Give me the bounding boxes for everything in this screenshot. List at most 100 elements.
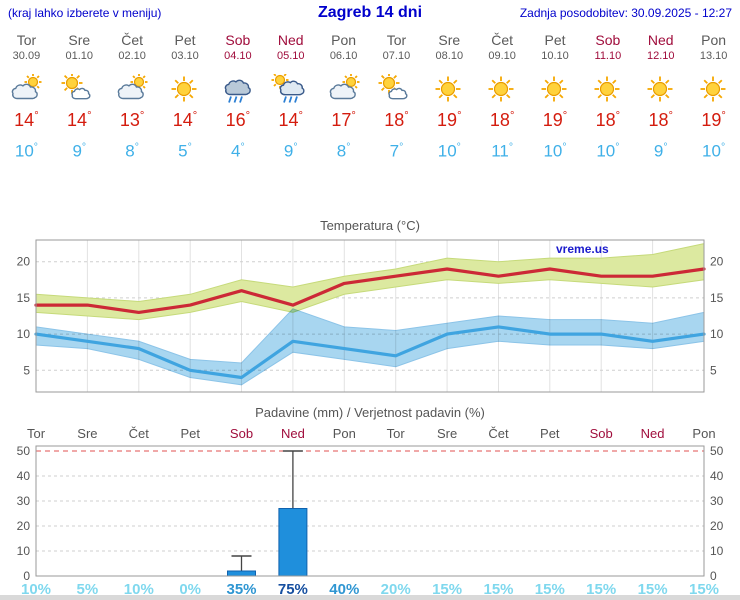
precip-gridlines [36,450,704,552]
y-tick-label: 20 [17,255,31,269]
weather-sunny-icon [476,74,529,106]
day-name: Pon [331,32,357,48]
weather-sunny-icon [687,74,740,106]
weather-sunny-icon [634,74,687,106]
day-column[interactable]: Čet 09.10 18° 11° [476,32,529,162]
day-name: Tor [16,32,37,48]
day-column[interactable]: Čet 02.10 13° 8° [106,32,159,162]
precip-day-label: Pet [540,426,560,441]
day-date: 12.10 [646,50,675,62]
day-column[interactable]: Sre 08.10 19° 10° [423,32,476,162]
probability-label: 20% [381,581,411,598]
precip-day-label: Čet [488,426,509,441]
precip-day-label: Pet [180,426,200,441]
day-column[interactable]: Ned 12.10 18° 9° [634,32,687,162]
day-date: 30.09 [12,50,41,62]
precip-plot-frame [35,445,705,577]
y-tick-label: 10 [710,544,724,558]
y-tick-label: 0 [710,569,717,583]
temp-bands [35,242,705,386]
day-max-temp: 18° [489,110,515,130]
day-max-temp: 18° [384,110,409,130]
probability-label: 40% [329,581,359,598]
day-max-temp: 19° [437,110,462,130]
temperature-chart: 5 5 10 10 15 15 20 20 vreme.us [17,239,724,393]
day-name: Tor [386,32,407,48]
precip-bar [278,508,308,577]
day-column[interactable]: Pon 06.10 17° 8° [317,32,370,162]
y-tick-label: 20 [710,255,724,269]
day-name: Sob [595,32,621,48]
day-max-temp: 14° [172,110,198,130]
probability-label: 15% [638,581,668,598]
probability-label: 15% [483,581,513,598]
probability-label: 15% [586,581,616,598]
day-max-temp: 19° [701,110,726,130]
y-tick-label: 40 [17,469,31,483]
day-column[interactable]: Sre 01.10 14° 9° [53,32,106,162]
day-date: 10.10 [541,50,569,62]
precip-day-label: Sre [437,426,457,441]
precip-probability-row: 10% 5% 10% 0% 35% 75% 40% 20% 15% 15% 15% 15% 15% 15% [21,581,719,598]
day-min-temp: 8° [125,141,139,161]
y-tick-label: 50 [17,444,31,458]
min-temp-line [34,325,706,380]
day-min-temp: 7° [389,141,404,161]
last-update-label: Zadnja posodobitev: 30.09.2025 - 12:27 [519,6,732,20]
weather-rain-sun-icon [264,71,317,106]
day-min-temp: 4° [231,141,245,161]
day-min-temp: 9° [283,141,298,161]
day-date: 13.10 [699,50,728,62]
precip-day-label: Sob [590,426,613,441]
precip-axis-labels: 0 0 10 10 20 20 30 30 40 40 50 50 [17,444,724,583]
day-column[interactable]: Tor 07.10 18° 7° [370,32,423,162]
day-column[interactable]: Ned 05.10 14° 9° [264,32,317,162]
day-name: Čet [491,32,514,48]
day-column[interactable]: Pon 13.10 19° 10° [687,32,740,162]
weather-mostly-cloudy-icon [317,73,370,106]
y-tick-label: 5 [710,363,717,377]
day-name: Sre [68,32,91,48]
day-date: 03.10 [171,50,199,62]
weather-sunny-icon [529,74,582,106]
y-tick-label: 10 [710,327,724,341]
day-column[interactable]: Pet 10.10 19° 10° [529,32,582,162]
probability-label: 15% [689,581,719,598]
y-tick-label: 10 [17,327,31,341]
day-column[interactable]: Sob 04.10 16° 4° [211,32,264,162]
day-name: Čet [121,32,144,48]
y-tick-label: 30 [17,494,31,508]
y-tick-label: 5 [23,363,30,377]
precip-day-label: Ned [281,426,305,441]
day-max-temp: 14° [67,110,92,130]
weather-sunny-icon [159,74,212,106]
weather-sunny-icon [423,74,476,106]
day-name: Pet [544,32,566,48]
day-date: 08.10 [435,50,464,62]
precip-day-label: Sre [77,426,97,441]
precip-day-label: Pon [692,426,715,441]
y-tick-label: 20 [710,519,724,533]
day-date: 02.10 [118,50,146,62]
precipitation-chart: Tor Sre Čet Pet Sob Ned Pon Tor Sre Čet Pet Sob Ned P… [17,426,724,598]
day-column[interactable]: Sob 11.10 18° 10° [581,32,634,162]
temp-lines [34,267,706,380]
temp-plot-frame [35,239,705,393]
day-max-temp: 13° [119,110,145,130]
day-date: 01.10 [65,50,94,62]
precip-bar [227,570,256,577]
day-min-temp: 10° [543,141,567,161]
footer-strip [0,595,740,600]
weather-partly-sunny-icon [370,72,423,106]
day-min-temp: 10° [14,141,38,161]
y-tick-label: 15 [710,291,724,305]
y-tick-label: 30 [710,494,724,508]
day-column[interactable]: Pet 03.10 14° 5° [159,32,212,162]
day-name: Pon [701,32,727,48]
max-temp-line [34,267,706,315]
precip-day-label: Pon [333,426,356,441]
day-min-temp: 10° [596,141,620,161]
day-column[interactable]: Tor 30.09 14° 10° [0,32,53,162]
day-date: 11.10 [594,50,622,62]
day-max-temp: 18° [595,110,621,130]
